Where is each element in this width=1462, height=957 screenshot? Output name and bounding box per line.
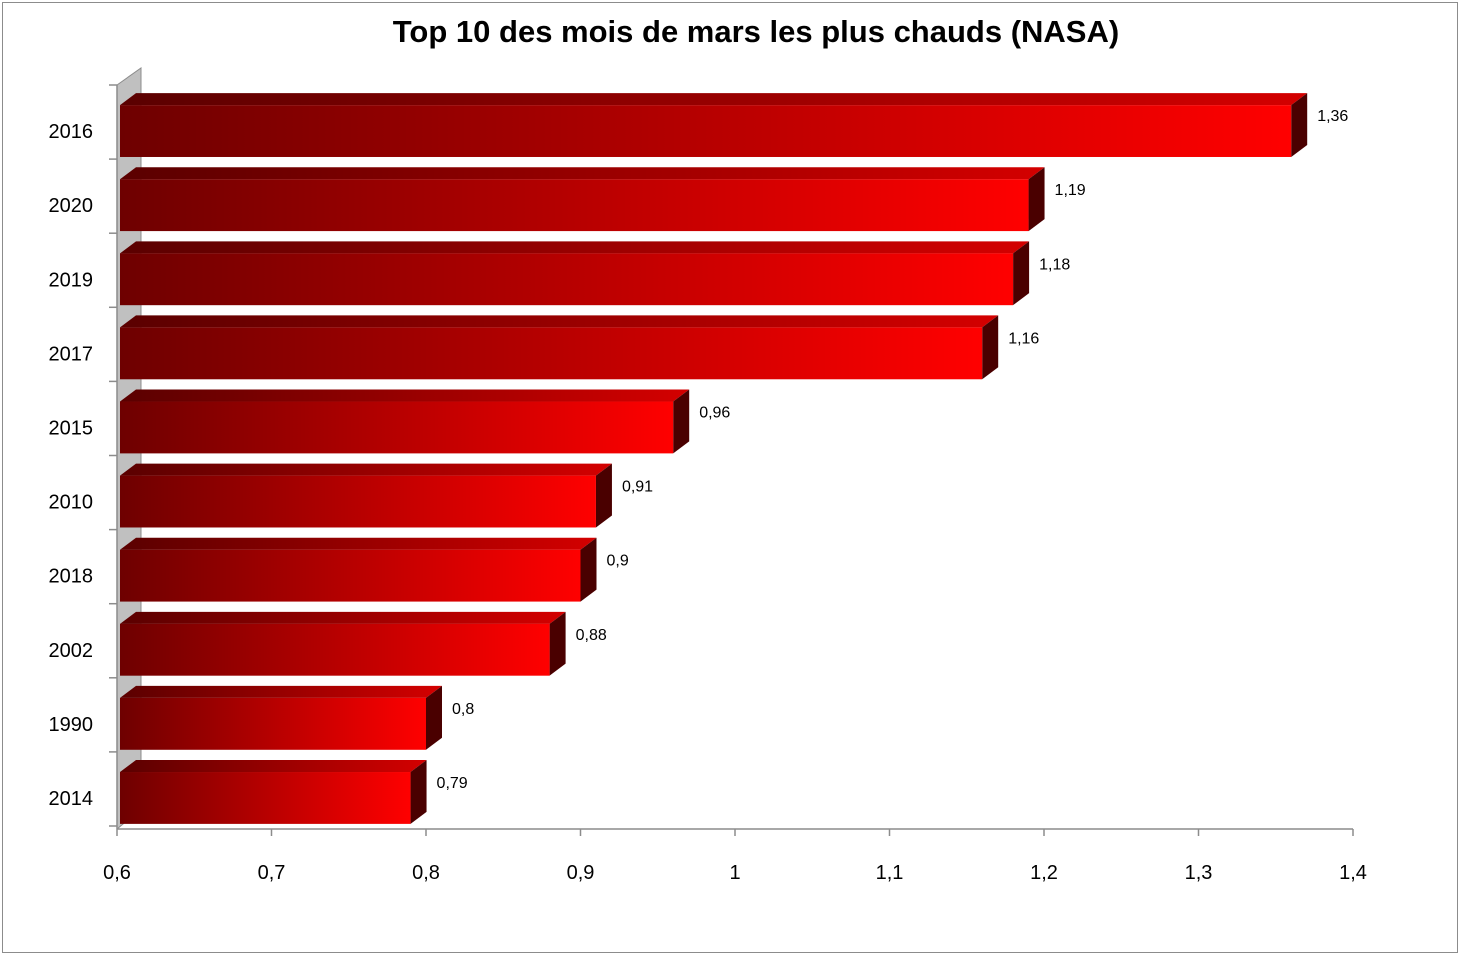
data-label-2002: 0,88 — [576, 627, 607, 644]
bar-front — [120, 623, 550, 676]
data-label-2018: 0,9 — [607, 553, 629, 570]
category-label-2019: 2019 — [49, 269, 94, 291]
bar-front — [120, 105, 1292, 157]
bar-front — [120, 549, 581, 602]
data-label-2010: 0,91 — [622, 479, 653, 496]
bar-2020 — [120, 167, 1045, 232]
x-tick-label: 1,3 — [1185, 862, 1213, 884]
category-label-2014: 2014 — [49, 788, 94, 810]
data-label-2017: 1,16 — [1008, 330, 1039, 347]
bar-front — [120, 327, 983, 380]
bar-top — [120, 463, 612, 476]
x-tick-label: 1,1 — [876, 862, 904, 884]
bar-top — [120, 389, 690, 402]
bar-front — [120, 401, 674, 454]
category-label-2010: 2010 — [49, 492, 94, 514]
bar-2010 — [120, 463, 612, 528]
bar-2017 — [120, 315, 999, 380]
bar-2019 — [120, 241, 1030, 306]
bar-side — [1028, 167, 1045, 232]
chart-title: Top 10 des mois de mars les plus chauds … — [392, 14, 1120, 49]
bar-front — [120, 179, 1029, 232]
bar-side — [673, 389, 690, 454]
bar-side — [1291, 93, 1308, 157]
data-label-2019: 1,18 — [1039, 256, 1070, 273]
bar-front — [120, 697, 426, 750]
data-label-1990: 0,8 — [452, 701, 474, 718]
bar-top — [120, 241, 1030, 254]
bar-2016 — [120, 93, 1308, 157]
bar-side — [982, 315, 999, 380]
x-tick-label: 0,6 — [103, 862, 131, 884]
bar-top — [120, 685, 442, 698]
category-label-2002: 2002 — [49, 640, 94, 662]
bar-top — [120, 537, 597, 550]
category-label-1990: 1990 — [49, 714, 94, 736]
bar-side — [549, 611, 566, 676]
bar-top — [120, 760, 427, 773]
bar-2015 — [120, 389, 690, 454]
category-label-2018: 2018 — [49, 566, 94, 588]
x-tick-label: 0,9 — [567, 862, 595, 884]
data-label-2014: 0,79 — [437, 775, 468, 792]
bar-side — [580, 537, 597, 602]
x-tick-label: 0,7 — [258, 862, 286, 884]
bar-1990 — [120, 685, 442, 750]
bar-side — [1013, 241, 1030, 306]
x-tick-label: 1,4 — [1339, 862, 1367, 884]
bar-side — [410, 760, 427, 824]
data-label-2020: 1,19 — [1055, 182, 1086, 199]
category-label-2015: 2015 — [49, 417, 94, 439]
bar-front — [120, 772, 411, 824]
bar-top — [120, 611, 566, 624]
bar-side — [426, 685, 442, 750]
bar-top — [120, 93, 1308, 106]
bar-front — [120, 253, 1014, 306]
bar-2018 — [120, 537, 597, 602]
bar-front — [120, 475, 596, 528]
category-label-2017: 2017 — [49, 343, 94, 365]
category-label-2020: 2020 — [49, 195, 94, 217]
x-tick-label: 0,8 — [412, 862, 440, 884]
x-tick-label: 1 — [729, 862, 740, 884]
bar-2014 — [120, 760, 427, 824]
bar-2002 — [120, 611, 566, 676]
bar-side — [595, 463, 612, 528]
category-label-2016: 2016 — [49, 121, 94, 143]
bar-top — [120, 167, 1045, 180]
x-tick-label: 1,2 — [1030, 862, 1058, 884]
bar-top — [120, 315, 999, 328]
data-label-2015: 0,96 — [699, 404, 730, 421]
data-label-2016: 1,36 — [1317, 108, 1348, 125]
